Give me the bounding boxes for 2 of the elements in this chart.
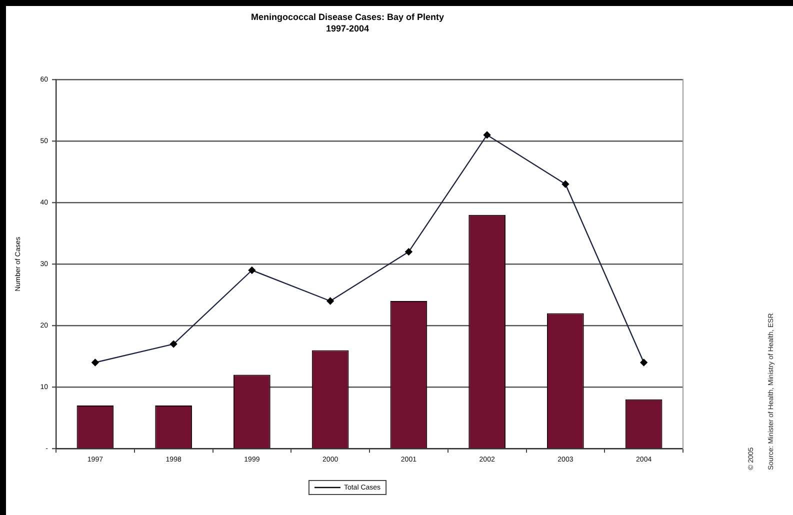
chart-subtitle: 1997-2004 [326, 24, 370, 34]
chart-title: Meningococcal Disease Cases: Bay of Plenty [250, 12, 444, 22]
